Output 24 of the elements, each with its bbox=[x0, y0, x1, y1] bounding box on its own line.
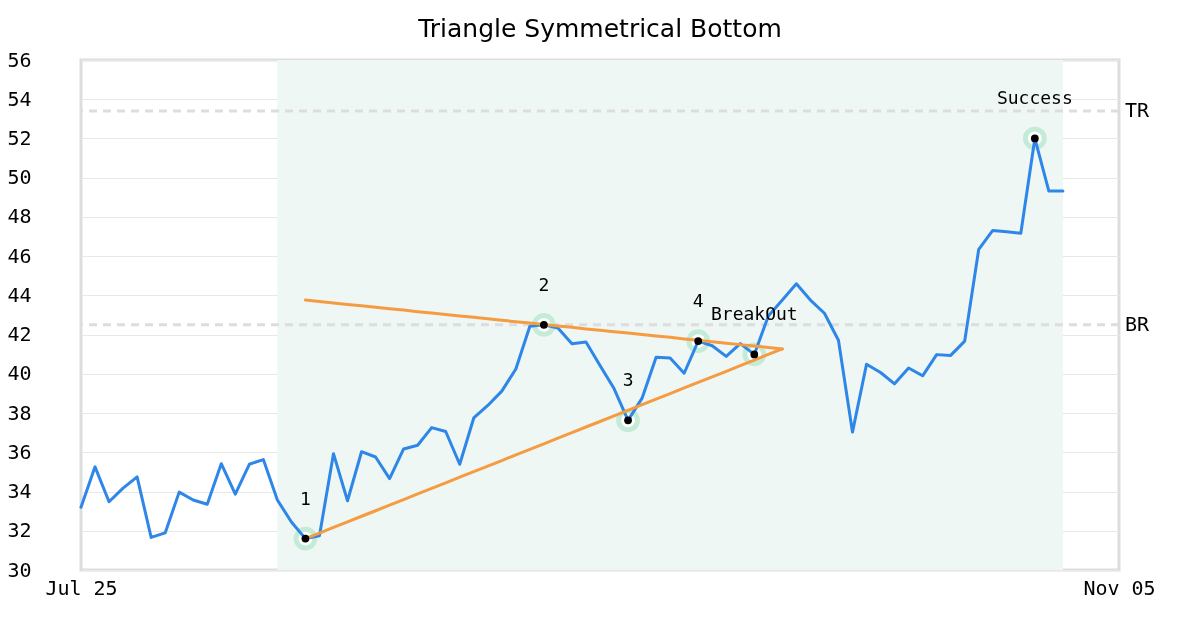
y-tick-label: 46 bbox=[7, 243, 32, 268]
y-tick-label: 40 bbox=[7, 361, 32, 386]
y-tick-label: 36 bbox=[7, 439, 32, 464]
annotation: 2 bbox=[538, 273, 550, 295]
annotation: 1 bbox=[300, 487, 311, 509]
annotation: Success bbox=[996, 87, 1073, 109]
y-tick-label: 30 bbox=[7, 557, 32, 582]
y-tick-label: 34 bbox=[7, 479, 32, 504]
x-tick-label: Jul 25 bbox=[45, 575, 118, 600]
ref-line-label: BR bbox=[1125, 311, 1151, 336]
y-tick-label: 50 bbox=[7, 165, 32, 190]
y-tick-label: 52 bbox=[7, 125, 32, 150]
y-tick-label: 38 bbox=[7, 400, 32, 425]
y-tick-label: 56 bbox=[7, 47, 32, 72]
y-tick-label: 44 bbox=[7, 282, 32, 307]
y-tick-label: 42 bbox=[7, 322, 32, 347]
x-tick-label: Nov 05 bbox=[1083, 575, 1156, 600]
chart-title: Triangle Symmetrical Bottom bbox=[417, 14, 782, 43]
annotation: 4 bbox=[692, 290, 704, 312]
y-tick-label: 32 bbox=[7, 518, 32, 543]
y-tick-label: 54 bbox=[7, 86, 32, 111]
y-tick-label: 48 bbox=[7, 204, 32, 229]
ref-line-label: TR bbox=[1125, 98, 1151, 122]
annotation: 3 bbox=[622, 369, 634, 391]
